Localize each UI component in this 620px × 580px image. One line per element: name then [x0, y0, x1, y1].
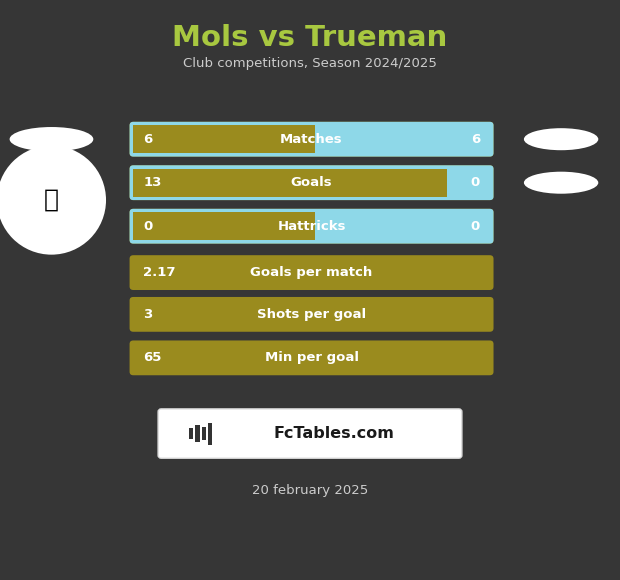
Text: FcTables.com: FcTables.com: [273, 426, 394, 441]
Text: 6: 6: [143, 133, 153, 146]
FancyBboxPatch shape: [133, 169, 446, 197]
FancyBboxPatch shape: [130, 165, 494, 200]
FancyBboxPatch shape: [130, 209, 494, 244]
FancyBboxPatch shape: [208, 422, 212, 444]
FancyBboxPatch shape: [133, 125, 314, 153]
Ellipse shape: [524, 128, 598, 150]
FancyBboxPatch shape: [130, 255, 494, 290]
FancyBboxPatch shape: [130, 122, 494, 157]
Text: 0: 0: [143, 220, 153, 233]
FancyBboxPatch shape: [202, 427, 206, 440]
FancyBboxPatch shape: [189, 428, 193, 439]
Text: Shots per goal: Shots per goal: [257, 308, 366, 321]
Ellipse shape: [524, 172, 598, 194]
Text: Hattricks: Hattricks: [277, 220, 346, 233]
FancyBboxPatch shape: [158, 409, 462, 458]
Text: Goals per match: Goals per match: [250, 266, 373, 279]
FancyBboxPatch shape: [130, 209, 494, 244]
Text: Mols vs Trueman: Mols vs Trueman: [172, 24, 448, 52]
FancyBboxPatch shape: [130, 122, 494, 157]
Text: 6: 6: [471, 133, 480, 146]
Text: 0: 0: [471, 220, 480, 233]
FancyBboxPatch shape: [130, 340, 494, 375]
FancyBboxPatch shape: [130, 297, 494, 332]
FancyBboxPatch shape: [133, 212, 314, 240]
Text: 20 february 2025: 20 february 2025: [252, 484, 368, 496]
Text: ⚽: ⚽: [44, 188, 59, 212]
FancyBboxPatch shape: [195, 425, 200, 442]
FancyBboxPatch shape: [130, 165, 494, 200]
Text: 2.17: 2.17: [143, 266, 175, 279]
Ellipse shape: [10, 127, 93, 151]
Text: Min per goal: Min per goal: [265, 351, 358, 364]
Text: 0: 0: [471, 176, 480, 189]
Text: Goals: Goals: [291, 176, 332, 189]
Text: 3: 3: [143, 308, 153, 321]
Text: Club competitions, Season 2024/2025: Club competitions, Season 2024/2025: [183, 57, 437, 70]
Text: 13: 13: [143, 176, 162, 189]
Ellipse shape: [0, 146, 106, 255]
Text: 65: 65: [143, 351, 162, 364]
Text: Matches: Matches: [280, 133, 343, 146]
